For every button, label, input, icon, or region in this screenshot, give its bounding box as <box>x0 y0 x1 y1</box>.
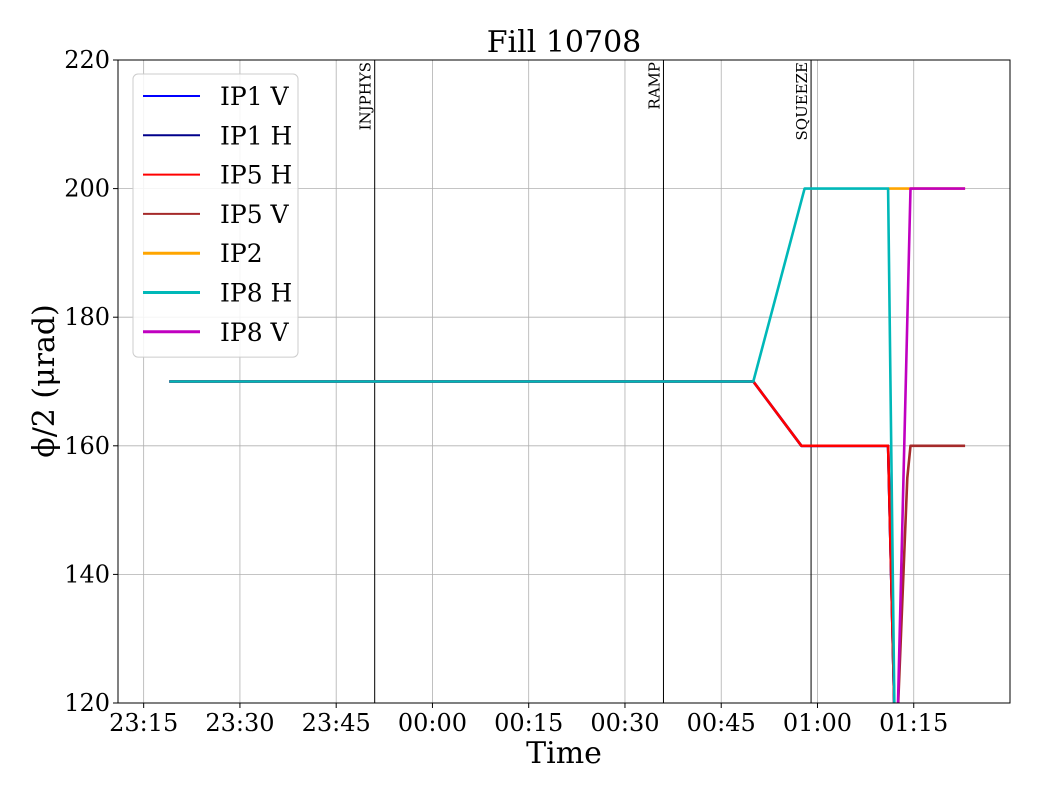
legend-box <box>132 73 299 358</box>
series-line-ip5-h <box>169 380 896 703</box>
x-tick-label: 23:15 <box>109 709 178 737</box>
y-tick-label: 180 <box>64 303 110 331</box>
chart-title: Fill 10708 <box>487 25 642 60</box>
y-tick-label: 140 <box>64 560 110 588</box>
x-axis-ticks: 23:15 23:30 23:45 00:00 00:15 00:30 00:45 01:00… <box>109 703 948 737</box>
y-axis-ticks: 120 140 160 180 200 220 <box>64 46 118 717</box>
legend-label: IP8 H <box>220 279 292 308</box>
series-line-ip1-v <box>169 380 896 703</box>
event-label-ramp: RAMP <box>645 62 663 110</box>
x-tick-label: 00:00 <box>398 709 467 737</box>
y-tick-label: 200 <box>64 175 110 203</box>
x-axis-label: Time <box>526 736 602 771</box>
series-line-ip8-v <box>896 187 966 703</box>
legend-label: IP2 <box>220 239 263 268</box>
x-tick-label: 01:15 <box>879 709 948 737</box>
x-tick-label: 23:30 <box>205 709 274 737</box>
y-tick-label: 160 <box>64 432 110 460</box>
plot-frame <box>117 59 1011 704</box>
series-line-ip1-h <box>169 380 896 703</box>
x-tick-label: 00:30 <box>590 709 659 737</box>
series-lines <box>169 187 966 703</box>
y-tick-label: 120 <box>64 689 110 717</box>
legend-label: IP1 H <box>220 121 292 150</box>
series-line-ip8-h <box>169 187 896 703</box>
x-tick-label: 00:15 <box>494 709 563 737</box>
legend: IP1 V IP1 H IP5 H IP5 V IP2 IP8 H IP8 V <box>132 73 299 358</box>
y-tick-label: 220 <box>64 46 110 74</box>
legend-label: IP5 V <box>220 200 290 229</box>
event-label-injphys: INJPHYS <box>357 62 375 130</box>
legend-label: IP5 H <box>220 161 292 190</box>
x-tick-label: 01:00 <box>783 709 852 737</box>
event-label-squeeze: SQUEEZE <box>793 62 811 141</box>
legend-label: IP1 V <box>220 82 290 111</box>
legend-label: IP8 V <box>220 318 290 347</box>
y-axis-label: ϕ/2 (μrad) <box>27 304 62 458</box>
x-tick-label: 23:45 <box>302 709 371 737</box>
x-tick-label: 00:45 <box>687 709 756 737</box>
series-line-ip5-v <box>896 444 966 703</box>
